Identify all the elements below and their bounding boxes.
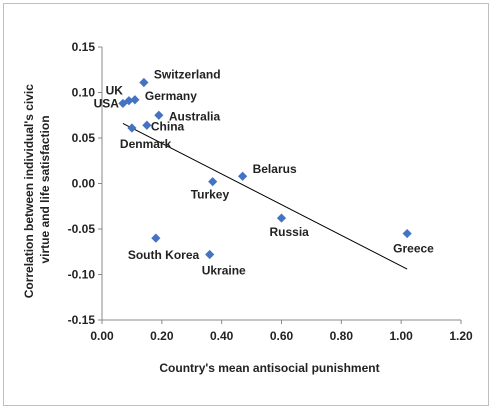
data-point-marker bbox=[238, 171, 248, 181]
data-point-marker bbox=[139, 77, 149, 88]
data-points bbox=[118, 77, 412, 260]
data-label: USA bbox=[94, 96, 120, 110]
data-point-marker bbox=[402, 228, 412, 239]
data-point-marker bbox=[208, 177, 218, 187]
data-point-marker bbox=[154, 110, 164, 120]
data-label: Greece bbox=[393, 242, 434, 256]
y-axis-title-line-2: virtue and life satisfaction bbox=[38, 115, 52, 263]
y-tick-label: 0.00 bbox=[72, 177, 96, 191]
data-point-marker bbox=[276, 213, 287, 223]
data-label: Australia bbox=[169, 109, 221, 123]
y-axis-title: Correlation between individual's civic v… bbox=[22, 81, 52, 299]
y-tick-label: -0.15 bbox=[68, 313, 96, 327]
y-tick-labels: 0.15 0.10 0.05 0.00 -0.05 -0.10 -0.15 bbox=[68, 40, 102, 327]
chart-frame bbox=[3, 3, 489, 406]
data-label: Russia bbox=[270, 225, 310, 239]
data-point-marker bbox=[205, 249, 215, 260]
data-point-marker bbox=[118, 98, 128, 109]
data-point-marker bbox=[151, 233, 161, 243]
data-label: Turkey bbox=[191, 188, 230, 202]
x-tick-label: 0.40 bbox=[210, 329, 234, 343]
data-label: China bbox=[151, 119, 185, 133]
data-point-marker bbox=[130, 95, 140, 105]
x-tick-label: 1.00 bbox=[389, 329, 413, 343]
y-tick-label: -0.10 bbox=[68, 268, 96, 282]
data-point-marker bbox=[142, 120, 152, 130]
data-label: South Korea bbox=[128, 248, 200, 262]
y-tick-label: -0.05 bbox=[68, 222, 96, 236]
data-label: Denmark bbox=[120, 137, 172, 151]
x-tick-label: 1.20 bbox=[449, 329, 473, 343]
data-label: Ukraine bbox=[202, 263, 246, 277]
x-tick-labels: 0.00 0.20 0.40 0.60 0.80 1.00 1.20 bbox=[90, 320, 473, 343]
data-label: Switzerland bbox=[154, 67, 221, 81]
x-tick-label: 0.20 bbox=[150, 329, 174, 343]
x-tick-label: 0.80 bbox=[330, 329, 354, 343]
data-label: Belarus bbox=[253, 162, 297, 176]
x-tick-label: 0.00 bbox=[90, 329, 114, 343]
x-tick-label: 0.60 bbox=[270, 329, 294, 343]
trendline bbox=[122, 122, 408, 270]
x-axis-title: Country's mean antisocial punishment bbox=[159, 361, 379, 375]
data-point-marker bbox=[127, 123, 137, 133]
data-label: Germany bbox=[145, 89, 197, 103]
y-tick-label: 0.10 bbox=[72, 86, 96, 100]
data-label: UK bbox=[106, 84, 124, 98]
y-tick-label: 0.05 bbox=[72, 131, 96, 145]
y-axis-title-line-1: Correlation between individual's civic bbox=[22, 84, 36, 299]
y-tick-label: 0.15 bbox=[72, 40, 96, 54]
